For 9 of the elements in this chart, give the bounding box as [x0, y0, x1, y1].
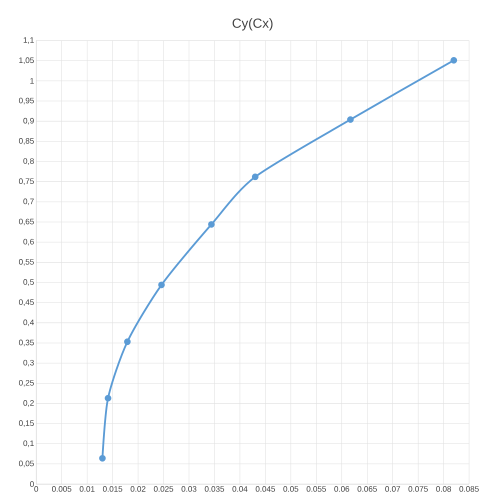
point [104, 394, 112, 402]
point [252, 174, 259, 180]
point [124, 338, 131, 346]
point [99, 454, 106, 462]
point [208, 221, 215, 228]
chart-title: Cy(Cx) [232, 18, 273, 31]
point [450, 56, 458, 64]
point [347, 116, 354, 123]
point [158, 282, 166, 288]
